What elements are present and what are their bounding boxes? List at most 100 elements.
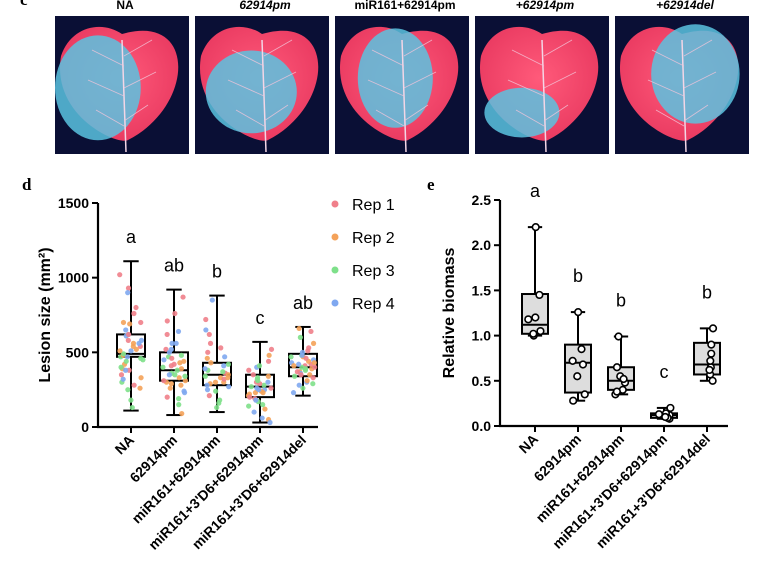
data-point bbox=[117, 272, 123, 278]
data-point bbox=[529, 329, 538, 338]
data-point bbox=[225, 361, 231, 367]
data-point bbox=[138, 355, 144, 361]
data-point bbox=[310, 381, 316, 387]
leaf-images bbox=[54, 16, 749, 154]
data-point bbox=[179, 410, 185, 417]
data-point bbox=[166, 372, 172, 378]
data-point bbox=[304, 378, 310, 384]
data-point bbox=[619, 374, 628, 384]
data-point bbox=[247, 394, 253, 400]
x-tick-label: NA bbox=[515, 431, 541, 457]
leaf-vein bbox=[263, 104, 289, 122]
significance-letter: c bbox=[256, 308, 265, 328]
data-point bbox=[177, 360, 183, 366]
data-point bbox=[535, 290, 544, 300]
data-point bbox=[204, 355, 210, 361]
data-point bbox=[138, 375, 144, 381]
data-point bbox=[246, 367, 252, 373]
data-point bbox=[203, 316, 209, 323]
data-point bbox=[303, 366, 309, 372]
data-point bbox=[125, 337, 131, 343]
data-point bbox=[296, 361, 302, 367]
data-point bbox=[208, 360, 214, 366]
y-tick-label: 500 bbox=[66, 344, 90, 360]
data-point bbox=[310, 375, 316, 381]
lesion-area bbox=[357, 28, 433, 128]
data-point bbox=[164, 318, 170, 324]
data-point bbox=[178, 382, 184, 388]
data-point bbox=[303, 355, 309, 361]
data-point bbox=[131, 382, 137, 388]
leaf-vein bbox=[123, 71, 157, 89]
data-point bbox=[222, 354, 228, 360]
y-tick-label: 2.0 bbox=[472, 237, 492, 253]
data-point bbox=[117, 348, 123, 354]
leaf-vein bbox=[511, 49, 545, 67]
y-tick-label: 0.5 bbox=[472, 373, 492, 389]
data-point bbox=[212, 379, 219, 385]
box-iqr bbox=[564, 343, 592, 394]
data-point bbox=[248, 384, 254, 390]
data-point bbox=[173, 340, 179, 346]
panel-letter-e: e bbox=[427, 175, 435, 194]
legend-label: Rep 1 bbox=[352, 197, 395, 214]
leaf-vein bbox=[683, 39, 713, 57]
data-point bbox=[207, 340, 214, 346]
data-point bbox=[120, 376, 126, 382]
leaf-vein bbox=[235, 109, 265, 127]
y-tick-label: 1.0 bbox=[472, 328, 492, 344]
data-point bbox=[310, 340, 317, 346]
significance-letter: b bbox=[702, 282, 712, 302]
data-point bbox=[524, 315, 533, 324]
y-tick-label: 0 bbox=[81, 419, 89, 435]
data-point bbox=[206, 393, 212, 399]
data-point bbox=[128, 397, 134, 403]
legend-marker bbox=[331, 200, 339, 208]
y-tick-label: 1000 bbox=[58, 270, 89, 286]
data-point bbox=[178, 366, 185, 372]
data-point bbox=[180, 294, 186, 300]
legend-label: Rep 3 bbox=[352, 263, 395, 280]
legend-label: Rep 4 bbox=[352, 296, 395, 313]
panel-letter-d: d bbox=[22, 175, 32, 194]
data-point bbox=[260, 390, 266, 396]
data-point bbox=[246, 403, 252, 409]
data-point bbox=[120, 351, 127, 357]
data-point bbox=[182, 378, 188, 384]
leaf-vein bbox=[227, 79, 265, 97]
data-point bbox=[612, 363, 622, 372]
data-point bbox=[216, 400, 222, 406]
data-point bbox=[122, 367, 129, 373]
data-point bbox=[137, 385, 143, 391]
leaf-label-5: +62914del bbox=[656, 0, 714, 12]
data-point bbox=[133, 304, 139, 311]
data-point bbox=[204, 387, 211, 393]
data-point bbox=[296, 325, 302, 332]
data-point bbox=[255, 378, 261, 384]
data-point bbox=[267, 419, 273, 426]
data-point bbox=[213, 388, 219, 394]
leaf-vein bbox=[543, 71, 577, 89]
data-point bbox=[171, 361, 177, 367]
data-point bbox=[580, 390, 589, 399]
data-point bbox=[262, 406, 268, 412]
y-axis-label: Relative biomass bbox=[441, 248, 458, 379]
data-point bbox=[178, 352, 185, 358]
data-point bbox=[125, 387, 131, 393]
data-point bbox=[123, 358, 129, 364]
data-point bbox=[164, 394, 170, 400]
data-point bbox=[125, 290, 131, 296]
data-point bbox=[226, 384, 232, 390]
data-point bbox=[292, 373, 298, 379]
x-tick-label: NA bbox=[111, 432, 137, 458]
leaf-vein bbox=[95, 109, 125, 127]
data-point bbox=[708, 324, 718, 333]
significance-letter: ab bbox=[293, 293, 313, 313]
data-point bbox=[531, 313, 540, 322]
data-point bbox=[253, 397, 259, 403]
data-point bbox=[130, 343, 136, 349]
data-point bbox=[612, 387, 621, 396]
significance-letter: b bbox=[616, 291, 626, 311]
